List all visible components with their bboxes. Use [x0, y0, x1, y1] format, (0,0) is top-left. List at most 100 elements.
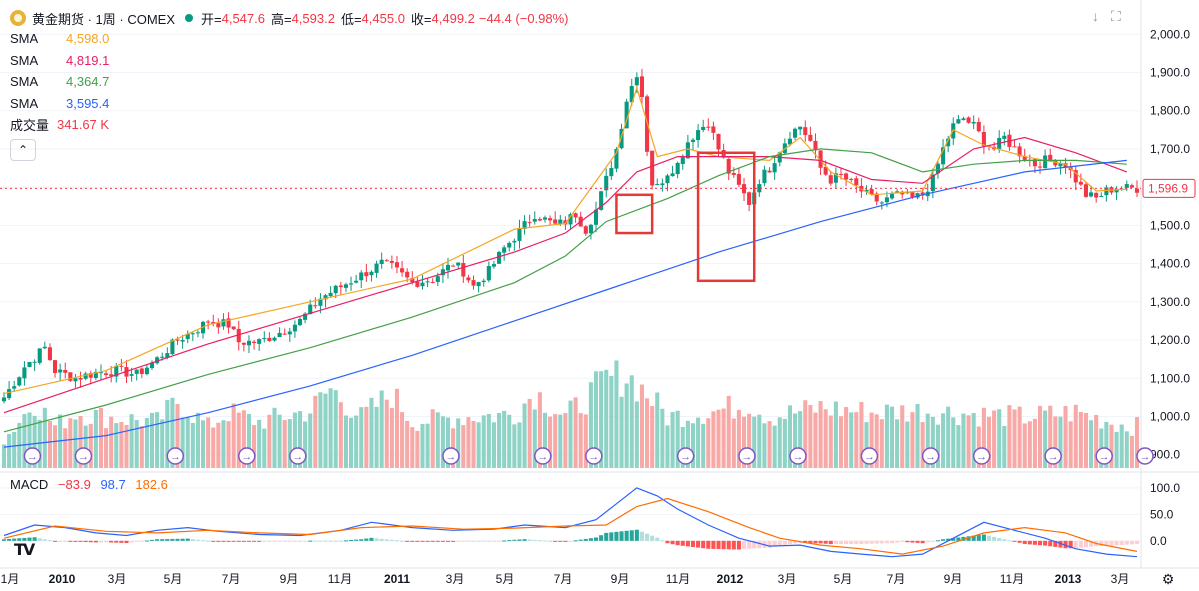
macd-hist-bar [37, 538, 42, 541]
volume-bar [1012, 409, 1017, 468]
candle [32, 359, 37, 372]
volume-bar [900, 405, 905, 468]
macd-hist-bar [379, 538, 384, 541]
macd-hist-bar [394, 540, 400, 542]
download-icon[interactable]: ↓ [1092, 8, 1099, 24]
volume-bar [236, 412, 241, 468]
candle [593, 201, 599, 233]
volume-bar [895, 419, 900, 468]
macd-hist-bar [910, 540, 915, 543]
candle [297, 316, 303, 327]
candle [1078, 173, 1083, 187]
macd-hist-bar [17, 538, 22, 541]
volume-bar [726, 395, 731, 468]
macd-hist-bar [808, 540, 813, 544]
macd-hist-bar [634, 529, 639, 541]
macd-hist-bar [578, 539, 583, 541]
sma-value: 4,598.0 [66, 31, 110, 47]
macd-label: MACD [10, 477, 49, 492]
volume-bar [481, 415, 486, 468]
svg-text:→: → [792, 451, 803, 463]
candle [190, 332, 195, 342]
volume-bar [558, 414, 563, 468]
volume-bar [706, 418, 711, 468]
macd-hist-bar [609, 532, 614, 541]
volume-bar [124, 424, 129, 468]
macd-hist-bar [211, 540, 216, 542]
macd-hist-bar [711, 540, 716, 549]
macd-hist-bar [869, 540, 874, 544]
volume-bar [798, 411, 803, 468]
sma-legend-3[interactable]: SMA 4,364.7 [10, 71, 573, 93]
gear-icon[interactable]: ⚙ [1162, 571, 1175, 587]
macd-hist-bar [614, 531, 619, 541]
macd-hist-bar [619, 531, 624, 541]
volume-bar [731, 418, 736, 468]
highlight-box [696, 151, 756, 283]
sma-legend-1[interactable]: SMA 4,598.0 [10, 28, 573, 50]
macd-hist-bar [537, 540, 542, 542]
volume-bar [1043, 410, 1048, 468]
macd-hist-bar [1089, 540, 1094, 547]
macd-hist-bar [313, 540, 318, 542]
candle [354, 274, 359, 284]
macd-hist-bar [920, 540, 925, 544]
macd-hist-bar [782, 540, 787, 545]
macd-hist-bar [655, 537, 660, 541]
volume-bar [548, 416, 553, 468]
svg-text:→: → [292, 451, 303, 463]
volume-legend[interactable]: 成交量 341.67 K [10, 114, 573, 136]
volume-bar [741, 416, 747, 468]
x-tick-label: 3月 [778, 572, 797, 586]
volume-bar [864, 422, 869, 468]
volume-bar [303, 421, 308, 468]
volume-bar [787, 405, 792, 468]
svg-text:→: → [241, 451, 252, 463]
macd-hist-bar [1129, 540, 1134, 545]
volume-bar [823, 409, 828, 468]
volume-bar [354, 415, 359, 468]
macd-legend[interactable]: MACD −83.9 98.7 182.6 [10, 477, 174, 492]
event-marker-icon: → [676, 447, 695, 465]
volume-bar [573, 397, 578, 468]
collapse-legend-button[interactable]: ⌃ [10, 138, 36, 161]
volume-bar [767, 421, 772, 468]
macd-hist-bar [889, 540, 895, 544]
candle [476, 281, 481, 293]
candle [73, 374, 78, 388]
macd-hist-bar [563, 540, 568, 542]
candle [946, 135, 951, 153]
fullscreen-icon[interactable]: ⛶ [1111, 8, 1121, 24]
volume-bar [920, 422, 925, 468]
candle [226, 312, 231, 334]
macd-hist-bar [420, 540, 425, 542]
event-marker-icon: → [74, 447, 93, 465]
sma-legend-4[interactable]: SMA 3,595.4 [10, 93, 573, 115]
x-tick-label: 2013 [1055, 572, 1082, 586]
symbol-title[interactable]: 黄金期货 · 1周 · COMEX [32, 11, 176, 27]
candle [88, 370, 93, 385]
volume-bar [833, 401, 838, 468]
macd-hist-bar [200, 540, 206, 542]
macd-histogram [1, 529, 1140, 550]
volume-bar [42, 407, 47, 468]
volume-bar [394, 388, 400, 468]
macd-hist-bar [359, 539, 364, 541]
sma-legend-2[interactable]: SMA 4,819.1 [10, 50, 573, 72]
macd-hist-bar [308, 540, 313, 542]
candle [1129, 183, 1134, 188]
candle [1048, 148, 1053, 161]
candle [956, 114, 961, 125]
volume-bar [292, 412, 297, 468]
volume-bar [670, 412, 675, 468]
macd-hist-bar [297, 540, 303, 542]
macd-hist-bar [206, 540, 211, 542]
macd-hist-bar [864, 540, 869, 544]
macd-line [3, 487, 1138, 558]
candle [935, 161, 941, 179]
macd-hist-bar [303, 540, 308, 542]
macd-hist-bar [767, 540, 772, 548]
event-marker-icon: → [238, 447, 256, 465]
candle [134, 369, 139, 381]
